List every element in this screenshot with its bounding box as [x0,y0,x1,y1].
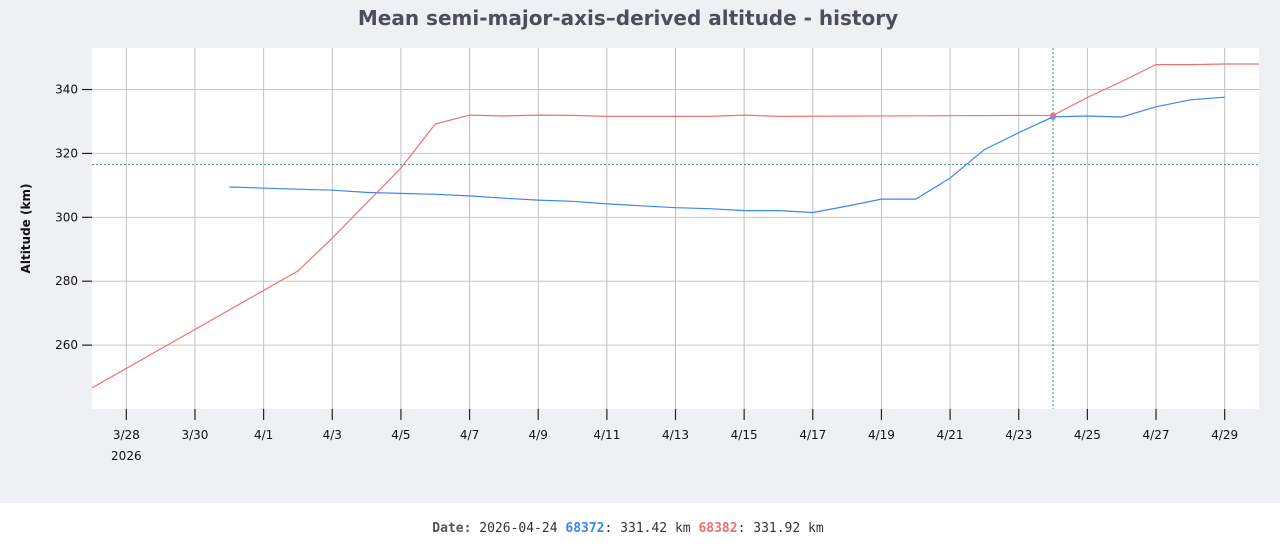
x-tick-label: 4/17 [799,428,826,442]
x-tick-label: 4/25 [1074,428,1101,442]
hover-marker-68382 [1050,112,1057,119]
x-tick-label: 4/11 [593,428,620,442]
x-tick-label: 4/5 [391,428,410,442]
x-tick-label: 4/21 [937,428,964,442]
readout-series2-name: 68382 [698,521,738,536]
x-tick-label: 4/13 [662,428,689,442]
y-tick-label: 280 [55,274,78,288]
x-tick-label: 4/1 [254,428,273,442]
y-tick-label: 300 [55,210,78,224]
readout-series1-value: 331.42 km [620,521,691,536]
x-tick-label: 4/9 [529,428,548,442]
y-axis-label: Altitude (km) [19,184,33,274]
x-tick-label: 4/27 [1143,428,1170,442]
x-tick-label: 4/19 [868,428,895,442]
x-tick-label: 4/15 [731,428,758,442]
chart-panel: Mean semi-major-axis–derived altitude - … [0,0,1280,503]
x-tick-label: 4/3 [323,428,342,442]
x-tick-sublabel: 2026 [111,449,142,463]
y-tick-label: 260 [55,338,78,352]
x-tick-label: 4/29 [1211,428,1238,442]
series-line-68382 [91,63,1259,389]
series-line-68372 [229,96,1225,214]
x-tick-label: 3/28 [113,428,140,442]
chart-title: Mean semi-major-axis–derived altitude - … [357,6,899,30]
readout-date-value: 2026-04-24 [479,521,558,536]
readout-date-label: Date: [432,521,472,536]
x-tick-label: 3/30 [181,428,208,442]
chart-svg[interactable]: 260 280 300 320 340 3/28 2026 3/30 4/1 4/3 4/5 4/7 4… [0,0,1280,503]
y-tick-label: 320 [55,146,78,160]
readout-series2-value: 331.92 km [753,521,824,536]
y-tick-label: 340 [55,83,78,97]
hover-readout: Date: 2026-04-24 68372: 331.42 km 68382:… [432,521,824,536]
readout-series1-name: 68372 [565,521,605,536]
x-tick-label: 4/7 [460,428,479,442]
x-tick-label: 4/23 [1005,428,1032,442]
